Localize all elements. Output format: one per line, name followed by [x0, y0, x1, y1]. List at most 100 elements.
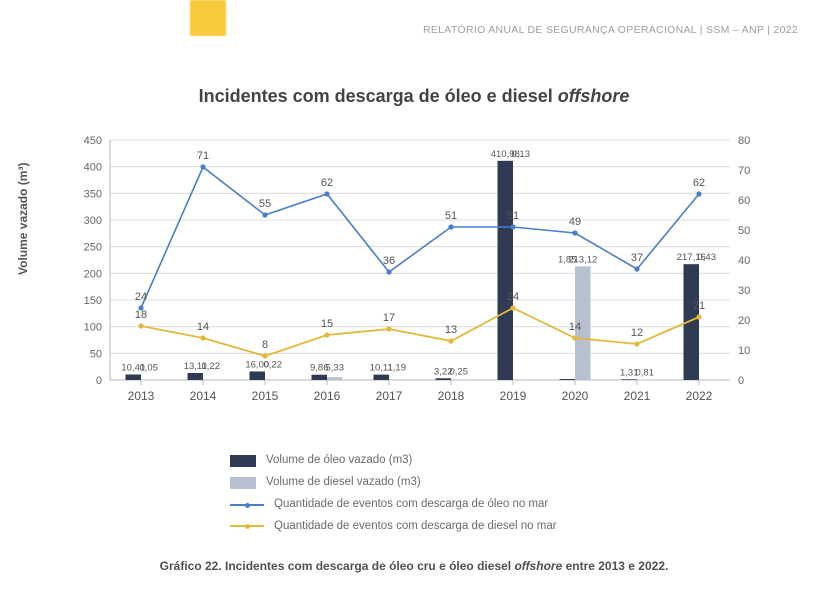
series-marker — [386, 326, 391, 331]
svg-text:36: 36 — [383, 255, 395, 267]
swatch-diesel-line — [230, 525, 264, 527]
series-marker — [262, 212, 267, 217]
bar-oil — [188, 373, 204, 380]
svg-text:50: 50 — [738, 225, 750, 237]
svg-text:40: 40 — [738, 255, 750, 267]
svg-text:450: 450 — [84, 135, 102, 147]
series-marker — [510, 305, 515, 310]
legend-diesel-bar: Volume de diesel vazado (m3) — [230, 472, 557, 494]
svg-text:0,43: 0,43 — [698, 252, 717, 263]
svg-text:200: 200 — [84, 268, 102, 280]
svg-text:300: 300 — [84, 215, 102, 227]
svg-text:20: 20 — [738, 315, 750, 327]
bar-oil — [126, 374, 142, 380]
bar-oil — [498, 161, 514, 380]
svg-text:2014: 2014 — [190, 389, 217, 403]
svg-text:2013: 2013 — [128, 389, 155, 403]
svg-text:14: 14 — [569, 321, 581, 333]
svg-text:1,19: 1,19 — [388, 363, 407, 374]
figure-caption: Gráfico 22. Incidentes com descarga de ó… — [0, 559, 828, 573]
series-marker — [386, 269, 391, 274]
svg-text:0,25: 0,25 — [450, 366, 469, 377]
legend-label: Volume de óleo vazado (m3) — [266, 450, 412, 472]
chart-title: Incidentes com descarga de óleo e diesel… — [0, 86, 828, 107]
series-marker — [572, 335, 577, 340]
legend-oil-line: Quantidade de eventos com descarga de ól… — [230, 494, 557, 516]
caption-a: Gráfico 22. Incidentes com descarga de ó… — [160, 559, 515, 573]
series-marker — [696, 314, 701, 319]
bar-diesel — [389, 379, 405, 380]
series-marker — [324, 191, 329, 196]
bar-diesel — [513, 380, 529, 381]
svg-text:2016: 2016 — [314, 389, 341, 403]
document-header: RELATÓRIO ANUAL DE SEGURANÇA OPERACIONAL… — [423, 24, 798, 36]
series-line — [141, 308, 699, 356]
svg-text:50: 50 — [90, 348, 102, 360]
svg-text:70: 70 — [738, 165, 750, 177]
bar-diesel — [203, 380, 219, 381]
bar-oil — [374, 375, 390, 380]
svg-text:2015: 2015 — [252, 389, 279, 403]
svg-text:12: 12 — [631, 327, 643, 339]
svg-text:0: 0 — [96, 375, 102, 387]
page: RELATÓRIO ANUAL DE SEGURANÇA OPERACIONAL… — [0, 0, 828, 591]
svg-text:49: 49 — [569, 216, 581, 228]
svg-text:0,13: 0,13 — [512, 149, 531, 160]
series-marker — [634, 266, 639, 271]
bar-diesel — [327, 377, 343, 380]
svg-text:2022: 2022 — [686, 389, 713, 403]
svg-text:2019: 2019 — [500, 389, 527, 403]
bar-oil — [436, 378, 452, 380]
svg-text:62: 62 — [321, 177, 333, 189]
swatch-oil-bar — [230, 455, 256, 467]
svg-text:250: 250 — [84, 242, 102, 254]
svg-text:2020: 2020 — [562, 389, 589, 403]
svg-text:5,33: 5,33 — [326, 363, 345, 374]
svg-text:350: 350 — [84, 188, 102, 200]
swatch-diesel-bar — [230, 477, 256, 489]
svg-text:51: 51 — [507, 210, 519, 222]
series-marker — [448, 224, 453, 229]
chart: 0501001502002503003504004500102030405060… — [70, 130, 770, 415]
caption-c: entre 2013 e 2022. — [562, 559, 668, 573]
bar-diesel — [451, 380, 467, 381]
svg-text:0,22: 0,22 — [202, 361, 221, 372]
svg-text:80: 80 — [738, 135, 750, 147]
chart-title-italic: offshore — [558, 86, 630, 106]
svg-text:71: 71 — [197, 150, 209, 162]
bar-oil — [622, 379, 638, 380]
svg-text:100: 100 — [84, 322, 102, 334]
chart-svg: 0501001502002503003504004500102030405060… — [70, 130, 770, 415]
svg-text:10: 10 — [738, 345, 750, 357]
svg-text:8: 8 — [262, 339, 268, 351]
swatch-oil-line — [230, 504, 264, 506]
series-marker — [324, 332, 329, 337]
series-marker — [696, 191, 701, 196]
svg-text:2017: 2017 — [376, 389, 403, 403]
legend-label: Quantidade de eventos com descarga de di… — [274, 516, 557, 538]
svg-text:2021: 2021 — [624, 389, 651, 403]
svg-text:150: 150 — [84, 295, 102, 307]
svg-text:0,05: 0,05 — [140, 362, 159, 373]
svg-text:14: 14 — [197, 321, 209, 333]
bar-diesel — [265, 380, 281, 381]
bar-diesel — [699, 380, 715, 381]
svg-text:21: 21 — [693, 300, 705, 312]
svg-text:18: 18 — [135, 309, 147, 321]
bar-oil — [560, 379, 576, 380]
legend-label: Volume de diesel vazado (m3) — [266, 472, 421, 494]
series-line — [141, 167, 699, 308]
bar-diesel — [141, 380, 157, 381]
page-tab-decoration — [190, 0, 226, 36]
series-marker — [138, 323, 143, 328]
caption-b: offshore — [514, 559, 562, 573]
series-marker — [262, 353, 267, 358]
legend-label: Quantidade de eventos com descarga de ól… — [274, 494, 548, 516]
series-marker — [200, 335, 205, 340]
svg-text:24: 24 — [135, 291, 147, 303]
bar-oil — [250, 371, 266, 380]
series-marker — [510, 224, 515, 229]
svg-text:55: 55 — [259, 198, 271, 210]
chart-title-main: Incidentes com descarga de óleo e diesel — [199, 86, 558, 106]
series-marker — [572, 230, 577, 235]
